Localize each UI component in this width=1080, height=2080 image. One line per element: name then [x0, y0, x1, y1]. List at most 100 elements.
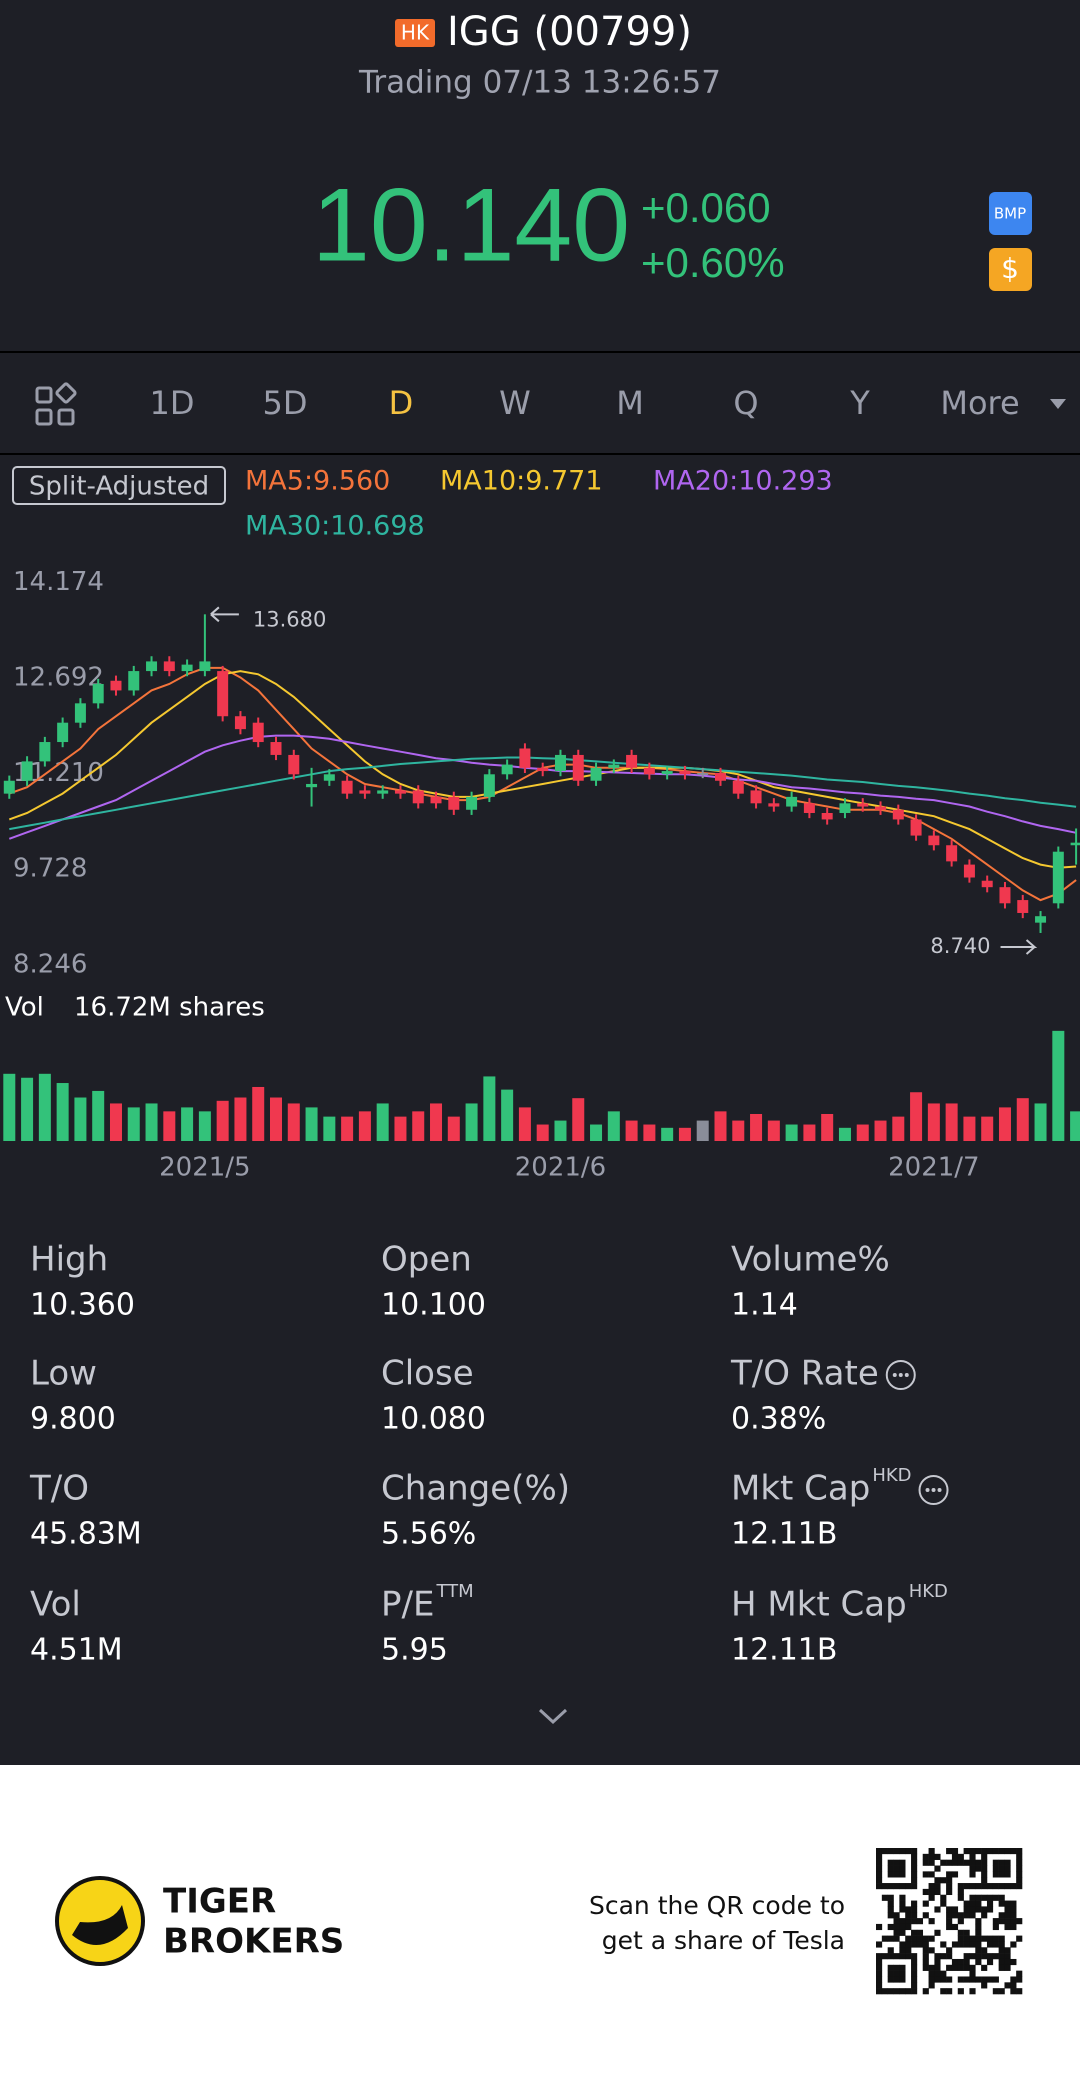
qr-module	[928, 1853, 935, 1860]
qr-module	[1016, 1970, 1023, 1977]
qr-module	[893, 1929, 900, 1936]
qr-module	[975, 1976, 982, 1983]
qr-module	[928, 1976, 935, 1983]
candle-body	[270, 742, 282, 755]
qr-module	[1010, 1900, 1017, 1907]
qr-module	[946, 1871, 953, 1878]
qr-module	[911, 1970, 918, 1977]
qr-module	[981, 1982, 988, 1989]
qr-module	[876, 1853, 883, 1860]
volume-bar	[127, 1107, 140, 1141]
tab[interactable]: More	[940, 384, 1019, 422]
info-dot	[925, 1488, 930, 1492]
adjust-box[interactable]	[12, 466, 226, 505]
qr-module	[905, 1883, 912, 1890]
candle-body	[910, 819, 922, 836]
qr-module	[963, 1976, 970, 1983]
qr-module	[881, 1935, 888, 1942]
volume-bar	[536, 1124, 549, 1141]
high-annotation: 13.680	[253, 607, 326, 631]
dollar-icon[interactable]	[989, 248, 1032, 291]
volume-bar	[252, 1086, 265, 1141]
candle-body	[483, 774, 495, 797]
candle-body	[1052, 851, 1064, 904]
qr-module	[992, 1953, 999, 1960]
candle-body	[821, 812, 833, 820]
x-tick-label: 2021/5	[159, 1153, 250, 1183]
candle-body	[661, 771, 673, 775]
volume-bar	[518, 1107, 531, 1141]
qr-module	[1004, 1923, 1011, 1931]
layout-icon[interactable]	[35, 382, 77, 426]
candle-body	[430, 796, 442, 804]
qr-module	[893, 1859, 900, 1866]
qr-module	[969, 1970, 976, 1977]
dollar-label: $	[1001, 252, 1019, 285]
qr-module	[998, 1883, 1005, 1890]
candle-body	[57, 722, 69, 743]
tab[interactable]: W	[499, 384, 531, 422]
qr-module	[946, 1923, 953, 1931]
qr-module	[969, 1912, 976, 1919]
volume-bar	[465, 1103, 478, 1141]
qr-module	[963, 1935, 970, 1942]
candle-body	[110, 680, 122, 691]
qr-module	[928, 1964, 935, 1971]
qr-module	[899, 1988, 906, 1995]
tab[interactable]: 5D	[263, 384, 308, 422]
candle-body	[74, 703, 86, 723]
candle-body	[306, 783, 318, 788]
qr-module	[975, 1935, 982, 1942]
qr-module	[975, 1947, 982, 1954]
qr-module	[934, 1877, 941, 1884]
qr-module	[1004, 1953, 1011, 1960]
qr-module	[887, 1970, 894, 1977]
qr-module	[975, 1865, 982, 1872]
qr-module	[969, 1900, 976, 1907]
qr-module	[957, 1859, 964, 1866]
qr-module	[905, 1947, 912, 1954]
qr-module	[981, 1859, 988, 1866]
expand-chevron[interactable]	[538, 1708, 568, 1725]
qr-module	[893, 1953, 900, 1960]
tab[interactable]: 1D	[150, 384, 195, 422]
tab[interactable]: Y	[849, 384, 870, 422]
volume-bar	[892, 1116, 905, 1141]
tab[interactable]: Q	[733, 384, 758, 422]
candle-body	[1017, 900, 1029, 913]
qr-module	[899, 1923, 906, 1931]
qr-module	[911, 1877, 918, 1884]
qr-module	[1004, 1947, 1011, 1954]
qr-module	[934, 1883, 941, 1890]
qr-module	[911, 1964, 918, 1971]
qr-module	[981, 1877, 988, 1884]
stat-label: P/E	[381, 1585, 434, 1625]
qr-module	[887, 1894, 894, 1901]
volume-bar	[323, 1116, 336, 1141]
qr-module	[963, 1859, 970, 1866]
candle-body	[341, 780, 353, 794]
bmp-icon[interactable]	[989, 192, 1032, 235]
tab[interactable]: M	[616, 384, 644, 422]
info-icon[interactable]	[885, 1360, 916, 1390]
candle-body	[981, 880, 993, 888]
ma-line	[9, 756, 1077, 831]
qr-module	[951, 1941, 959, 1948]
qr-module	[899, 1918, 906, 1925]
qr-module	[893, 1883, 900, 1890]
volume-bar	[1034, 1103, 1047, 1141]
qr-module	[1004, 1912, 1011, 1919]
volume-bar	[678, 1127, 691, 1141]
volume-bar	[821, 1113, 834, 1141]
candle-body	[963, 864, 975, 878]
qr-module	[940, 1859, 947, 1866]
qr-module	[981, 1964, 988, 1971]
tab[interactable]: D	[389, 384, 414, 422]
candle-body	[786, 796, 798, 807]
qr-module	[946, 1906, 953, 1913]
title: IGG (00799)	[447, 9, 692, 55]
qr-module	[1010, 1982, 1017, 1989]
volume-bar	[21, 1077, 34, 1141]
qr-module	[963, 1964, 970, 1971]
info-icon[interactable]	[918, 1475, 949, 1505]
